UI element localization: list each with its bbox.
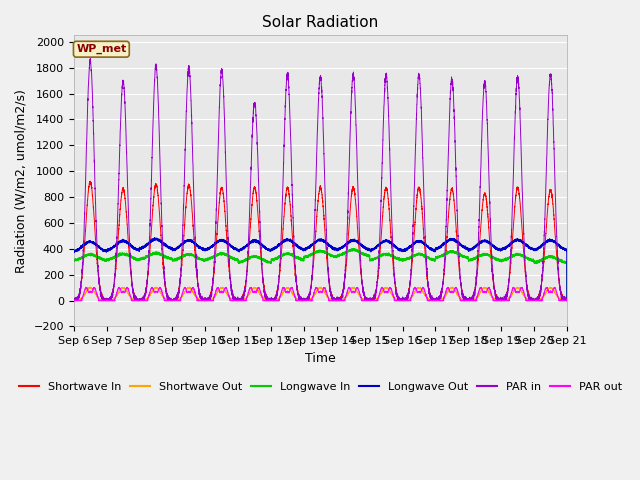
Text: WP_met: WP_met bbox=[76, 44, 127, 54]
Y-axis label: Radiation (W/m2, umol/m2/s): Radiation (W/m2, umol/m2/s) bbox=[15, 89, 28, 273]
Title: Solar Radiation: Solar Radiation bbox=[262, 15, 378, 30]
X-axis label: Time: Time bbox=[305, 352, 336, 365]
Legend: Shortwave In, Shortwave Out, Longwave In, Longwave Out, PAR in, PAR out: Shortwave In, Shortwave Out, Longwave In… bbox=[14, 378, 627, 396]
